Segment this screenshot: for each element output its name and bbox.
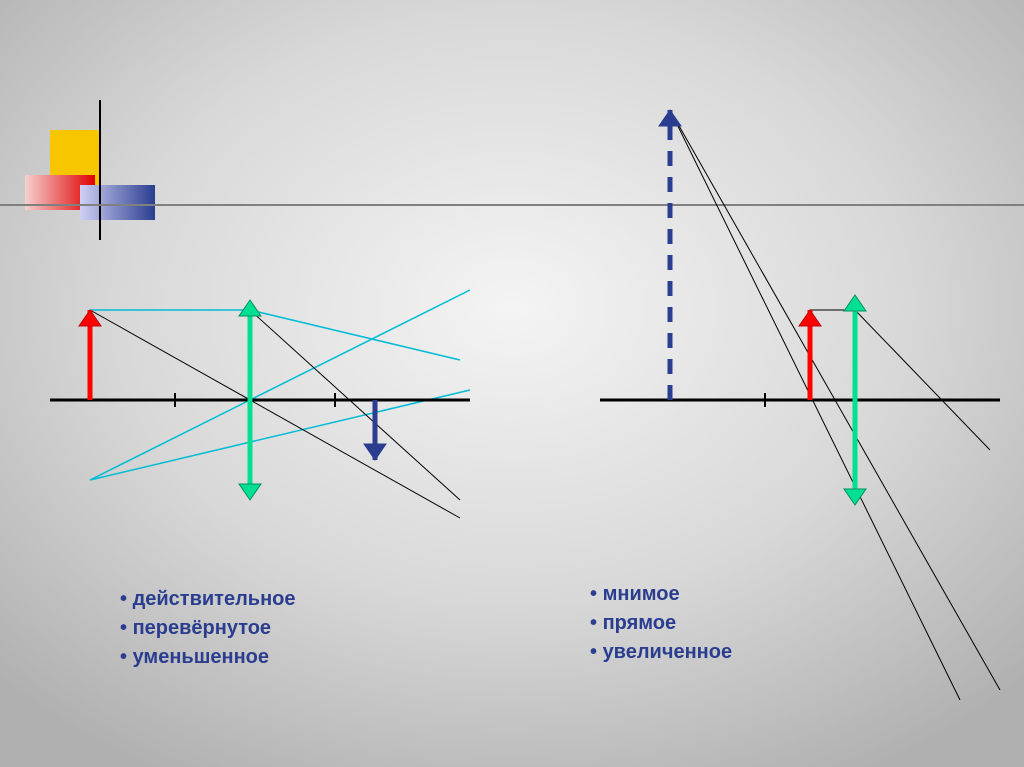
bullet-item: мнимое [590, 580, 732, 609]
bullet-item: перевёрнутое [120, 614, 296, 643]
right-diagram-labels: мнимоепрямоеувеличенное [590, 580, 732, 667]
bullet-item: увеличенное [590, 638, 732, 667]
bullet-item: прямое [590, 609, 732, 638]
bullet-item: уменьшенное [120, 643, 296, 672]
left-diagram-labels: действительноеперевёрнутоеуменьшенное [120, 585, 296, 672]
bullet-item: действительное [120, 585, 296, 614]
